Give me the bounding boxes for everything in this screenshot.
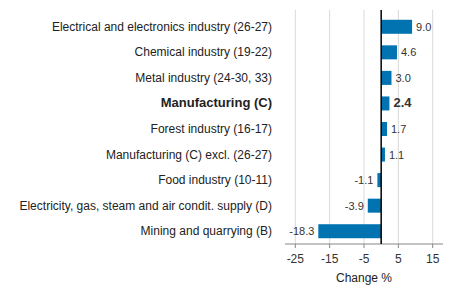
grid-line <box>432 10 433 244</box>
category-label: Manufacturing (C) excl. (26-27) <box>106 148 272 162</box>
data-label: 1.7 <box>391 123 406 135</box>
data-label: 3.0 <box>395 72 410 84</box>
category-label: Manufacturing (C) <box>161 95 272 110</box>
data-label: 9.0 <box>416 21 431 33</box>
tick-label: 15 <box>426 252 440 266</box>
category-label: Food industry (10-11) <box>158 173 272 187</box>
tick-label: -5 <box>359 252 370 266</box>
data-label: 4.6 <box>401 46 416 58</box>
bar <box>318 224 381 238</box>
tick-label: -25 <box>287 252 305 266</box>
data-label: -1.1 <box>354 174 373 186</box>
tick-label: -15 <box>321 252 339 266</box>
bar <box>368 199 381 213</box>
x-axis <box>285 244 443 245</box>
category-label: Electricity, gas, steam and air condit. … <box>19 199 272 213</box>
category-label: Chemical industry (19-22) <box>135 45 272 59</box>
bar <box>381 45 397 59</box>
tick-mark <box>329 244 330 248</box>
tick-mark <box>295 244 296 248</box>
category-label: Mining and quarrying (B) <box>141 224 272 238</box>
bar <box>381 20 412 34</box>
grid-line <box>295 10 296 244</box>
axis-title: Change % <box>336 271 392 285</box>
tick-mark <box>432 244 433 248</box>
data-label: 2.4 <box>393 95 412 110</box>
data-label: 1.1 <box>389 149 404 161</box>
chart: -25 -15 -5 5 15 9.0 Electrical and electronics… <box>0 0 454 302</box>
bar <box>381 96 389 110</box>
tick-mark <box>398 244 399 248</box>
data-label: -18.3 <box>289 225 314 237</box>
zero-line <box>380 10 382 244</box>
grid-line <box>329 10 330 244</box>
data-label: -3.9 <box>345 200 364 212</box>
category-label: Forest industry (16-17) <box>151 122 272 136</box>
bars <box>318 20 412 238</box>
bar <box>381 71 391 85</box>
category-label: Metal industry (24-30, 33) <box>135 71 272 85</box>
category-label: Electrical and electronics industry (26-… <box>52 20 272 34</box>
tick-label: 5 <box>395 252 402 266</box>
bar <box>381 122 387 136</box>
tick-mark <box>364 244 365 248</box>
